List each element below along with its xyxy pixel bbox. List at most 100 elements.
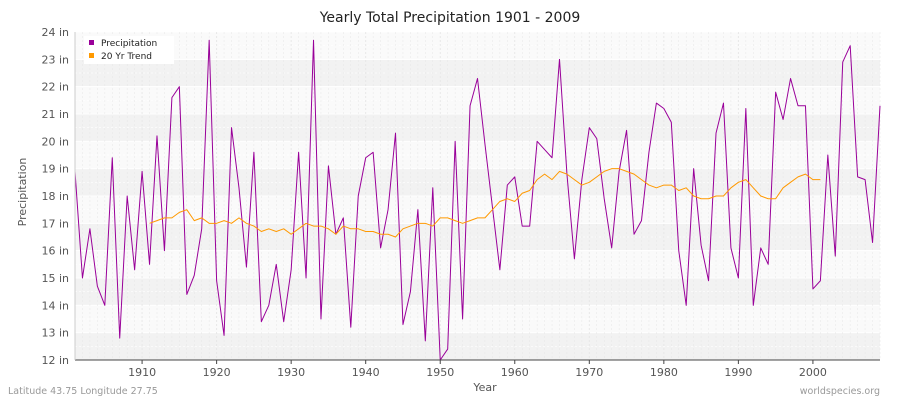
data-point: [514, 200, 516, 202]
data-point: [402, 323, 404, 325]
data-point: [827, 154, 829, 156]
data-point: [692, 195, 694, 197]
data-point: [402, 228, 404, 230]
x-tick-label: 1950: [426, 366, 454, 379]
data-point: [357, 228, 359, 230]
data-point: [648, 151, 650, 153]
data-point: [722, 195, 724, 197]
data-point: [372, 230, 374, 232]
data-point: [126, 195, 128, 197]
data-point: [543, 173, 545, 175]
data-point: [104, 304, 106, 306]
data-point: [432, 225, 434, 227]
data-point: [364, 230, 366, 232]
data-point: [81, 277, 83, 279]
data-point: [476, 77, 478, 79]
data-point: [514, 176, 516, 178]
data-point: [461, 222, 463, 224]
data-point: [201, 228, 203, 230]
data-point: [506, 198, 508, 200]
data-point: [327, 228, 329, 230]
data-point: [804, 173, 806, 175]
axes: [74, 32, 880, 361]
data-point: [484, 143, 486, 145]
data-point: [633, 233, 635, 235]
data-point: [573, 258, 575, 260]
data-point: [491, 206, 493, 208]
data-point: [156, 219, 158, 221]
data-point: [618, 170, 620, 172]
data-point: [879, 105, 881, 107]
data-point: [387, 233, 389, 235]
x-tick-label: 1990: [724, 366, 752, 379]
data-point: [163, 249, 165, 251]
legend-swatch-trend: [89, 53, 94, 58]
data-point: [842, 61, 844, 63]
data-point: [119, 337, 121, 339]
data-point: [372, 151, 374, 153]
data-point: [625, 170, 627, 172]
chart-title: Yearly Total Precipitation 1901 - 2009: [319, 10, 581, 26]
footer-coordinates: Latitude 43.75 Longitude 27.75: [8, 386, 158, 397]
x-tick-label: 1920: [203, 366, 231, 379]
data-point: [819, 280, 821, 282]
data-point: [335, 233, 337, 235]
data-point: [506, 184, 508, 186]
y-tick-label: 24 in: [41, 26, 69, 39]
data-point: [603, 170, 605, 172]
data-point: [678, 189, 680, 191]
data-point: [387, 208, 389, 210]
data-point: [655, 187, 657, 189]
data-point: [432, 187, 434, 189]
data-point: [640, 219, 642, 221]
legend: Precipitation 20 Yr Trend: [84, 36, 174, 64]
data-point: [297, 228, 299, 230]
data-point: [528, 225, 530, 227]
x-axis-label: Year: [472, 381, 497, 394]
data-point: [290, 233, 292, 235]
data-point: [737, 277, 739, 279]
data-point: [856, 176, 858, 178]
data-point: [491, 208, 493, 210]
data-point: [379, 247, 381, 249]
y-axis-label: Precipitation: [16, 158, 29, 227]
data-point: [663, 107, 665, 109]
data-point: [804, 105, 806, 107]
data-point: [819, 178, 821, 180]
data-point: [171, 96, 173, 98]
data-point: [312, 225, 314, 227]
y-tick-label: 17 in: [41, 217, 69, 230]
data-point: [461, 318, 463, 320]
y-tick-label: 23 in: [41, 53, 69, 66]
data-point: [283, 321, 285, 323]
data-point: [528, 189, 530, 191]
data-point: [760, 195, 762, 197]
data-point: [223, 334, 225, 336]
data-point: [663, 184, 665, 186]
data-point: [581, 178, 583, 180]
x-tick-label: 1960: [501, 366, 529, 379]
data-point: [305, 222, 307, 224]
data-point: [260, 321, 262, 323]
data-point: [454, 219, 456, 221]
data-point: [238, 217, 240, 219]
data-point: [275, 263, 277, 265]
data-point: [186, 208, 188, 210]
data-point: [767, 263, 769, 265]
data-point: [752, 304, 754, 306]
data-point: [253, 151, 255, 153]
y-tick-label: 13 in: [41, 327, 69, 340]
data-point: [737, 181, 739, 183]
y-tick-label: 16 in: [41, 245, 69, 258]
data-point: [648, 184, 650, 186]
data-point: [171, 217, 173, 219]
x-tick-label: 1970: [575, 366, 603, 379]
data-point: [812, 178, 814, 180]
data-point: [573, 178, 575, 180]
data-point: [596, 137, 598, 139]
data-point: [379, 233, 381, 235]
data-point: [260, 230, 262, 232]
data-point: [767, 198, 769, 200]
data-point: [782, 187, 784, 189]
legend-label-trend: 20 Yr Trend: [101, 52, 152, 62]
